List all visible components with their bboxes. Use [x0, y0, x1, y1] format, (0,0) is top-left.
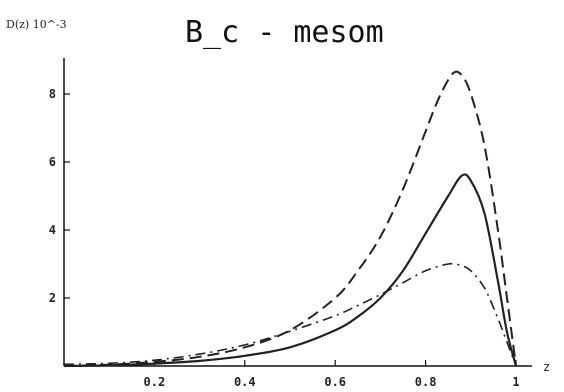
y-tick-label: 6 — [49, 155, 56, 169]
axis-ticks: 0.2 0.4 0.6 0.8 1 2 4 6 8 — [49, 87, 520, 389]
series-group — [63, 70, 518, 368]
y-tick-label: 4 — [49, 223, 56, 237]
x-tick-label: 0.8 — [415, 375, 437, 389]
series-line-dashed — [63, 70, 517, 367]
y-tick-label: 8 — [49, 87, 56, 101]
x-tick-label: 0.6 — [324, 375, 346, 389]
chart-title: B_c - mesom — [185, 15, 384, 50]
x-axis-label: z — [543, 360, 550, 374]
series-line-dashdot — [63, 262, 517, 367]
x-tick-label: 1 — [512, 375, 519, 389]
x-tick-label: 0.2 — [144, 375, 166, 389]
y-axis-label: D(z) 10^-3 — [6, 18, 67, 31]
y-tick-label: 2 — [49, 291, 56, 305]
series-line-solid — [63, 173, 518, 368]
x-tick-label: 0.4 — [234, 375, 256, 389]
